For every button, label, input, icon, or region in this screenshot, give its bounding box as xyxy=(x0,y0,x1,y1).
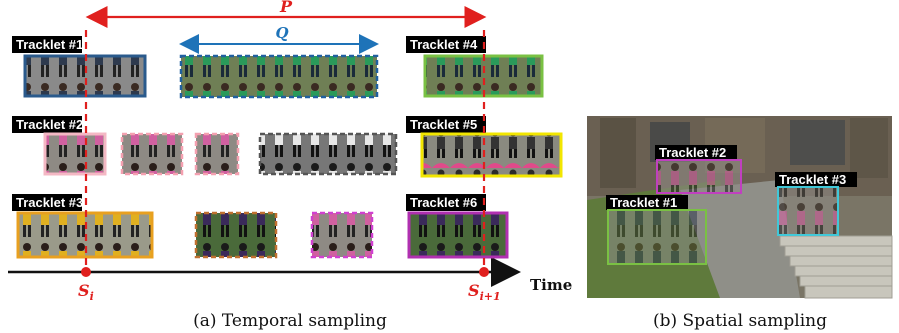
time-label: Time xyxy=(530,276,572,294)
tracklet-5-tag xyxy=(406,116,486,133)
tracklet-magenta-segment xyxy=(310,211,374,259)
si-point xyxy=(81,267,91,277)
spatial-tracklet-2-tag xyxy=(655,145,737,160)
si-label: Si xyxy=(78,281,94,303)
tracklet-1-tag xyxy=(12,36,82,53)
spatial-tracklet-1-tag xyxy=(606,195,688,210)
q-label: Q xyxy=(275,24,288,42)
tracklet-2-tag xyxy=(12,116,82,133)
tracklet-6-tag xyxy=(406,194,486,211)
tracklet-2-label: Tracklet #2 xyxy=(16,117,83,132)
si1-point xyxy=(479,267,489,277)
tracklet-4-label: Tracklet #4 xyxy=(410,37,478,52)
spatial-tracklet-3-label: Tracklet #3 xyxy=(779,172,846,187)
si1-label: Si+1 xyxy=(468,281,501,303)
spatial-tracklet-1-box xyxy=(607,209,707,265)
tracklet-brown-segment xyxy=(194,211,278,259)
tracklet-6-label: Tracklet #6 xyxy=(410,195,477,210)
tracklet-6-segment xyxy=(407,211,509,259)
tracklet-3-tag xyxy=(12,194,82,211)
spatial-tracklet-1-label: Tracklet #1 xyxy=(610,195,677,210)
caption-spatial: (b) Spatial sampling xyxy=(653,311,827,331)
spatial-tracklet-3-tag xyxy=(775,172,857,187)
spatial-tracklet-2-box xyxy=(656,159,742,194)
tracklet-2-segment-1 xyxy=(43,132,107,176)
tracklet-1-label: Tracklet #1 xyxy=(16,37,83,52)
tracklet-4-segment xyxy=(423,54,544,98)
tracklet-5-label: Tracklet #5 xyxy=(410,117,477,132)
tracklet-dark-segment xyxy=(258,132,398,176)
caption-temporal: (a) Temporal sampling xyxy=(193,311,387,331)
p-label: P xyxy=(279,0,293,16)
spatial-tracklet-2-label: Tracklet #2 xyxy=(659,145,726,160)
spatial-tracklet-3-box xyxy=(777,186,839,236)
campus-photo xyxy=(587,116,893,299)
tracklet-q-segment xyxy=(179,54,379,99)
tracklet-2-segment-2 xyxy=(120,132,184,176)
tracklet-2-segment-3 xyxy=(194,132,240,176)
tracklet-4-tag xyxy=(406,36,486,53)
tracklet-3-label: Tracklet #3 xyxy=(16,195,83,210)
tracklet-5-segment xyxy=(420,132,563,178)
